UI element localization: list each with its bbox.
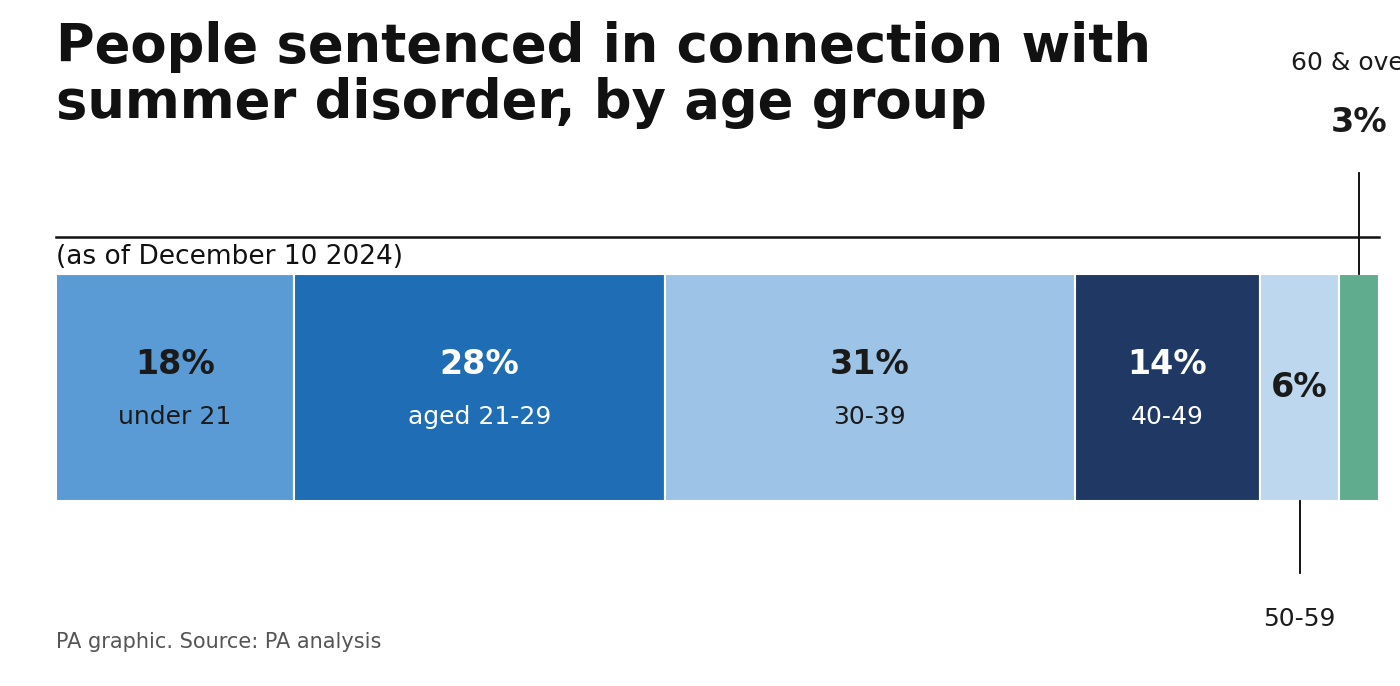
Text: under 21: under 21 bbox=[119, 405, 231, 429]
Bar bbox=[1075, 274, 1260, 501]
Bar bbox=[1340, 274, 1379, 501]
Text: 6%: 6% bbox=[1271, 371, 1329, 404]
Text: 31%: 31% bbox=[830, 348, 910, 381]
Bar bbox=[294, 274, 665, 501]
Text: People sentenced in connection with
summer disorder, by age group: People sentenced in connection with summ… bbox=[56, 21, 1151, 129]
Text: 60 & over: 60 & over bbox=[1291, 51, 1400, 75]
Text: 28%: 28% bbox=[440, 348, 519, 381]
Text: 18%: 18% bbox=[136, 348, 216, 381]
Text: aged 21-29: aged 21-29 bbox=[407, 405, 552, 429]
Text: 3%: 3% bbox=[1331, 106, 1387, 139]
Bar bbox=[56, 274, 294, 501]
Text: 50-59: 50-59 bbox=[1263, 607, 1336, 631]
Text: (as of December 10 2024): (as of December 10 2024) bbox=[56, 244, 403, 270]
Text: 14%: 14% bbox=[1127, 348, 1207, 381]
Text: PA graphic. Source: PA analysis: PA graphic. Source: PA analysis bbox=[56, 632, 381, 652]
Bar bbox=[665, 274, 1075, 501]
Text: 30-39: 30-39 bbox=[833, 405, 906, 429]
Text: 40-49: 40-49 bbox=[1131, 405, 1204, 429]
Bar bbox=[1260, 274, 1340, 501]
